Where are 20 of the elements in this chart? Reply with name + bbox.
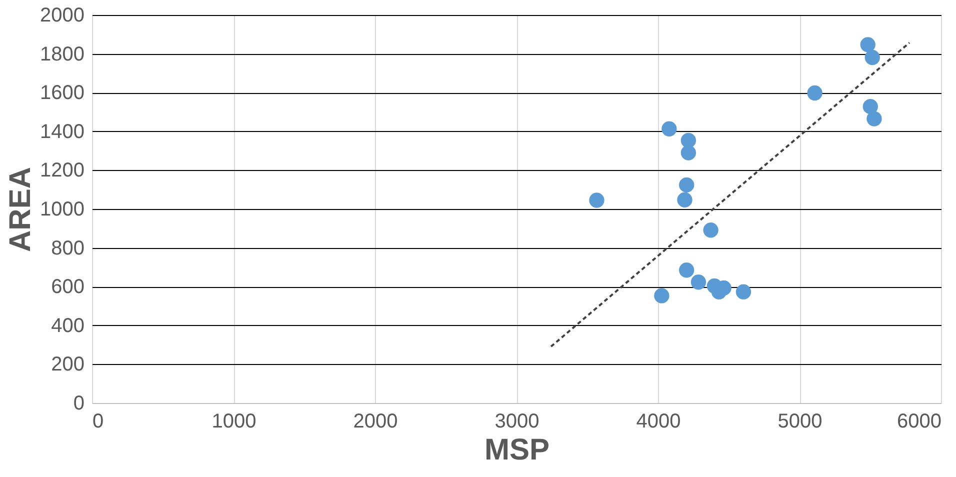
y-tick-label: 1200 <box>40 160 84 182</box>
x-tick-label: 0 <box>92 410 104 432</box>
x-tick-label: 6000 <box>897 410 942 432</box>
y-axis-title: AREA <box>4 166 38 252</box>
y-tick-label: 1400 <box>40 120 84 143</box>
y-tick-label: 200 <box>51 354 84 376</box>
x-tick-label: 5000 <box>778 410 822 432</box>
y-tick-label: 400 <box>51 314 84 337</box>
y-tick-label: 800 <box>51 237 84 260</box>
y-tick-label: 1000 <box>40 198 84 220</box>
x-axis-title: MSP <box>484 434 550 466</box>
x-tick-label: 3000 <box>494 410 540 432</box>
y-tick-label: 1800 <box>40 43 84 66</box>
y-tick-label: 0 <box>73 392 84 414</box>
y-tick-label: 1600 <box>40 82 84 104</box>
y-tick-label: 2000 <box>40 4 84 26</box>
x-tick-label: 4000 <box>636 410 681 432</box>
y-tick-label: 600 <box>51 276 84 298</box>
x-tick-label: 2000 <box>353 410 398 432</box>
x-tick-label: 1000 <box>212 410 256 432</box>
